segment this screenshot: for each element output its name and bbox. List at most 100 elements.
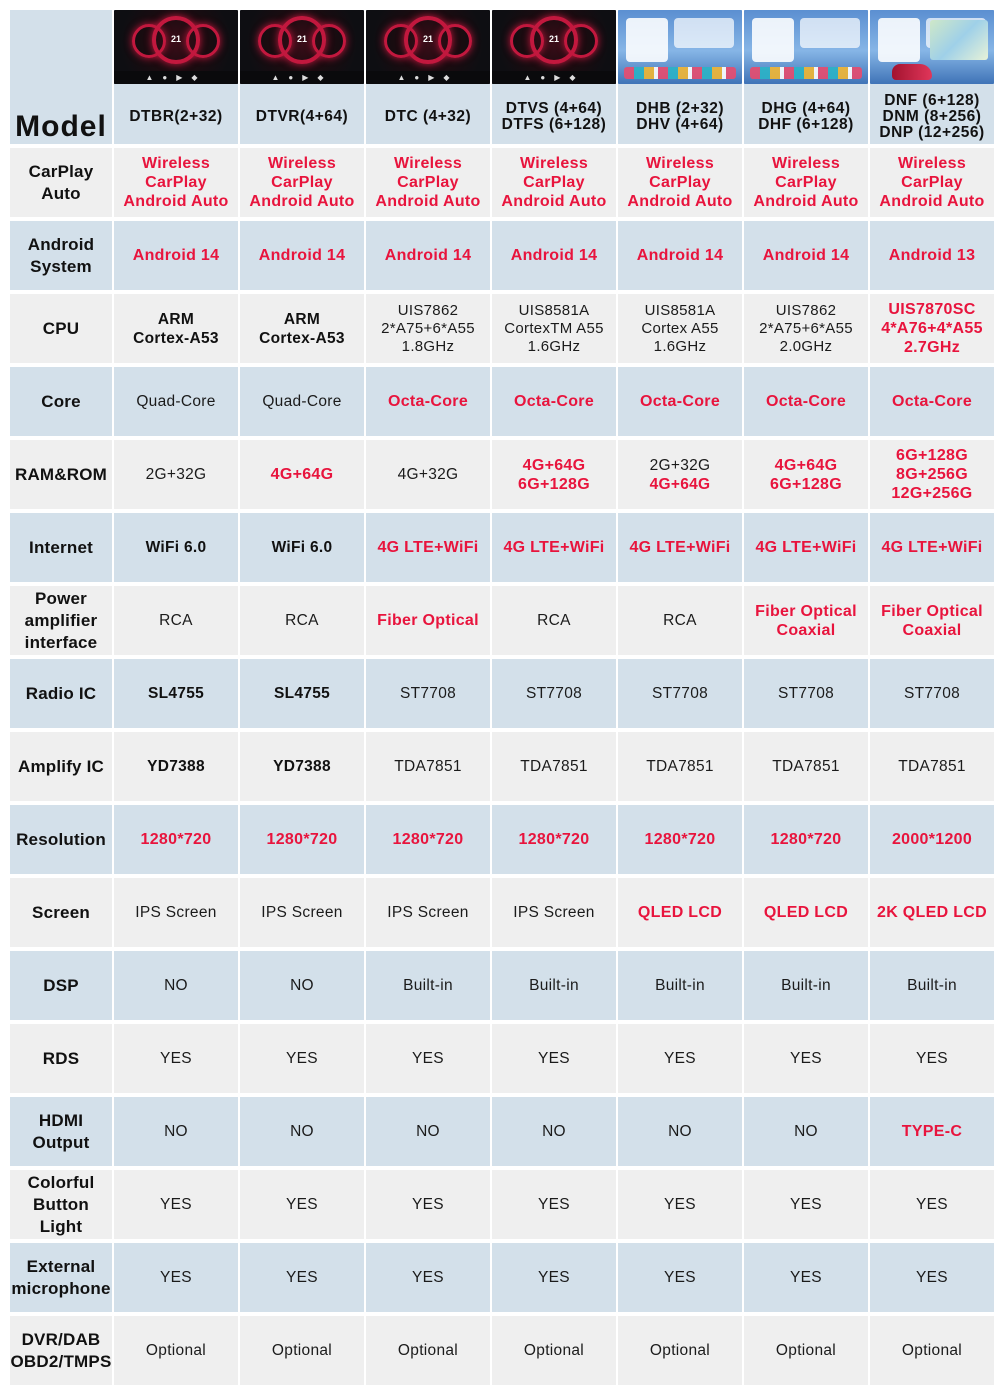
- spec-cell: SL4755: [114, 659, 238, 728]
- model-name: DTC (4+32): [384, 108, 472, 125]
- model-name: DTVS (4+64) DTFS (6+128): [501, 100, 607, 133]
- spec-cell: NO: [240, 1097, 364, 1166]
- spec-cell: NO: [492, 1097, 616, 1166]
- head-unit-screen-image: 21 ▲●▶◆: [114, 10, 238, 84]
- spec-cell: IPS Screen: [492, 878, 616, 947]
- spec-cell: 4G LTE+WiFi: [366, 513, 490, 582]
- spec-cell: Android 14: [618, 221, 742, 290]
- model-column-header: 21 ▲●▶◆ DTVR(4+64): [240, 10, 364, 144]
- spec-cell: UIS7870SC 4*A76+4*A55 2.7GHz: [870, 294, 994, 363]
- spec-row: Colorful Button Light YES YES YES YES YES YES Y…: [10, 1170, 994, 1239]
- spec-row: Resolution 1280*720 1280*720 1280*720 1280*7…: [10, 805, 994, 874]
- spec-row-label: RAM&ROM: [10, 440, 112, 509]
- spec-cell: TDA7851: [366, 732, 490, 801]
- spec-cell: YES: [870, 1024, 994, 1093]
- spec-cell: 2G+32G: [114, 440, 238, 509]
- spec-cell: YES: [744, 1243, 868, 1312]
- spec-cell: ST7708: [492, 659, 616, 728]
- spec-row: DSP NO NO Built-in Built-in Built-in Built-in B…: [10, 951, 994, 1020]
- app-dock-icon: [750, 67, 862, 79]
- spec-cell: NO: [618, 1097, 742, 1166]
- spec-row-label: Core: [10, 367, 112, 436]
- spec-row: Radio IC SL4755 SL4755 ST7708 ST7708 ST7708 ST…: [10, 659, 994, 728]
- spec-cell: 4G LTE+WiFi: [870, 513, 994, 582]
- spec-cell: YES: [366, 1243, 490, 1312]
- spec-cell: UIS8581A Cortex A55 1.6GHz: [618, 294, 742, 363]
- spec-cell: 6G+128G 8G+256G 12G+256G: [870, 440, 994, 509]
- spec-cell: YES: [618, 1024, 742, 1093]
- spec-row-label: Radio IC: [10, 659, 112, 728]
- spec-row-label: DVR/DAB OBD2/TMPS: [10, 1316, 112, 1385]
- spec-cell: TDA7851: [870, 732, 994, 801]
- gauge-value: 21: [296, 34, 307, 44]
- header-row: Model 21 ▲●▶◆ DTBR(2+32) 21 ▲●▶◆ DTVR(4+64) 21…: [10, 10, 994, 144]
- spec-cell: 1280*720: [240, 805, 364, 874]
- gauge-value: 21: [170, 34, 181, 44]
- spec-cell: QLED LCD: [744, 878, 868, 947]
- spec-cell: Android 13: [870, 221, 994, 290]
- spec-row-label: CarPlay Auto: [10, 148, 112, 217]
- head-unit-screen-image: 21 ▲●▶◆: [492, 10, 616, 84]
- spec-cell: YES: [366, 1024, 490, 1093]
- spec-cell: 4G LTE+WiFi: [492, 513, 616, 582]
- spec-cell: NO: [114, 951, 238, 1020]
- model-column-header: DNF (6+128) DNM (8+256) DNP (12+256): [870, 10, 994, 144]
- spec-cell: Octa-Core: [492, 367, 616, 436]
- gauge-value: 21: [422, 34, 433, 44]
- gauge-ring-icon: [564, 24, 599, 58]
- spec-cell: YES: [870, 1170, 994, 1239]
- head-unit-screen-image: [870, 10, 994, 84]
- clock-widget-icon: [626, 18, 668, 62]
- spec-cell: 1280*720: [114, 805, 238, 874]
- spec-cell: Quad-Core: [114, 367, 238, 436]
- spec-cell: 4G+64G: [240, 440, 364, 509]
- spec-cell: TDA7851: [618, 732, 742, 801]
- spec-row-label: Colorful Button Light: [10, 1170, 112, 1239]
- spec-cell: Optional: [492, 1316, 616, 1385]
- spec-cell: ST7708: [618, 659, 742, 728]
- spec-cell: TDA7851: [492, 732, 616, 801]
- model-column-header: DHG (4+64) DHF (6+128): [744, 10, 868, 144]
- model-name: DTVR(4+64): [255, 108, 349, 125]
- spec-cell: Wireless CarPlay Android Auto: [240, 148, 364, 217]
- media-widget-icon: [800, 18, 860, 48]
- spec-cell: WiFi 6.0: [114, 513, 238, 582]
- spec-row-label: HDMI Output: [10, 1097, 112, 1166]
- head-unit-screen-image: [618, 10, 742, 84]
- clock-widget-icon: [878, 18, 920, 62]
- spec-cell-line: 2G+32G: [649, 456, 711, 474]
- spec-cell: Wireless CarPlay Android Auto: [492, 148, 616, 217]
- spec-cell: 4G+64G 6G+128G: [744, 440, 868, 509]
- spec-row-label: Internet: [10, 513, 112, 582]
- spec-row: CPU ARM Cortex-A53 ARM Cortex-A53 UIS7862 2…: [10, 294, 994, 363]
- spec-cell: Fiber Optical Coaxial: [870, 586, 994, 655]
- spec-cell: YES: [240, 1243, 364, 1312]
- spec-row: CarPlay Auto Wireless CarPlay Android Aut…: [10, 148, 994, 217]
- spec-cell: TYPE-C: [870, 1097, 994, 1166]
- spec-cell: Android 14: [744, 221, 868, 290]
- spec-cell: NO: [240, 951, 364, 1020]
- spec-cell: ARM Cortex-A53: [114, 294, 238, 363]
- head-unit-screen-image: 21 ▲●▶◆: [240, 10, 364, 84]
- spec-cell: IPS Screen: [240, 878, 364, 947]
- map-widget-icon: [930, 20, 988, 60]
- model-column-header: 21 ▲●▶◆ DTVS (4+64) DTFS (6+128): [492, 10, 616, 144]
- model-name: DTBR(2+32): [129, 108, 223, 125]
- spec-row: Screen IPS Screen IPS Screen IPS Screen IPS …: [10, 878, 994, 947]
- spec-cell: 4G+64G 6G+128G: [492, 440, 616, 509]
- spec-cell: UIS7862 2*A75+6*A55 1.8GHz: [366, 294, 490, 363]
- media-widget-icon: [674, 18, 734, 48]
- spec-cell: YES: [114, 1243, 238, 1312]
- spec-cell: Android 14: [240, 221, 364, 290]
- spec-cell: Built-in: [492, 951, 616, 1020]
- spec-cell: YES: [240, 1170, 364, 1239]
- spec-cell: Optional: [366, 1316, 490, 1385]
- spec-cell: SL4755: [240, 659, 364, 728]
- spec-cell: UIS8581A CortexTM A55 1.6GHz: [492, 294, 616, 363]
- spec-cell: Optional: [240, 1316, 364, 1385]
- spec-cell: 1280*720: [618, 805, 742, 874]
- spec-cell: Built-in: [366, 951, 490, 1020]
- spec-cell: 4G LTE+WiFi: [744, 513, 868, 582]
- spec-row: HDMI Output NO NO NO NO NO NO TYPE-C: [10, 1097, 994, 1166]
- spec-cell: YES: [492, 1170, 616, 1239]
